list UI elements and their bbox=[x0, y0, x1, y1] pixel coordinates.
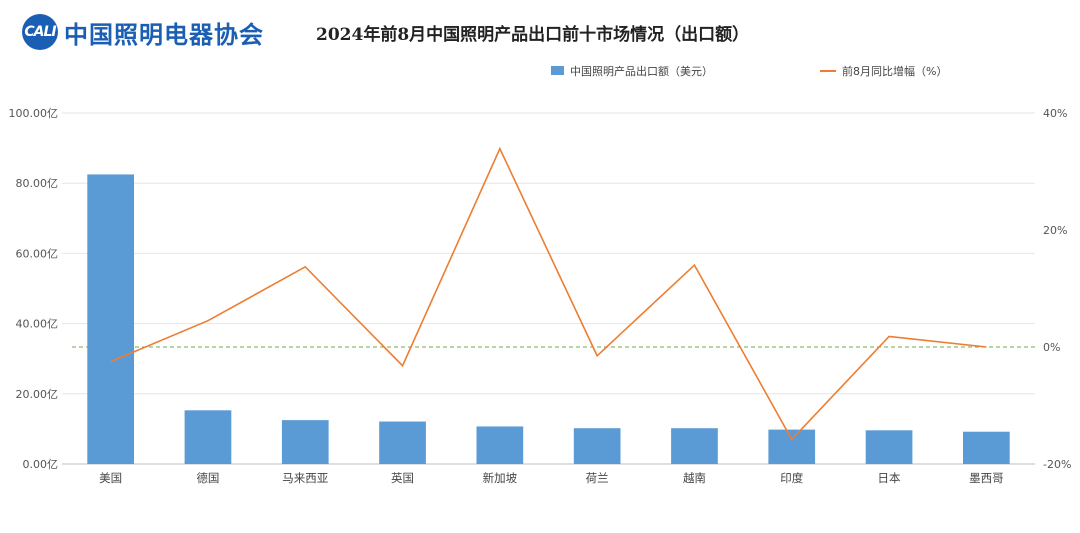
bar-英国 bbox=[379, 421, 426, 464]
legend-bar-swatch bbox=[551, 66, 564, 75]
bar-美国 bbox=[87, 174, 135, 465]
x-tick-label: 越南 bbox=[683, 471, 706, 485]
x-tick-label: 美国 bbox=[99, 471, 122, 485]
logo-mark: CALI bbox=[22, 14, 58, 50]
bar-日本 bbox=[865, 430, 913, 464]
x-tick-label: 日本 bbox=[878, 471, 901, 485]
y-right-tick-label: 0% bbox=[1043, 341, 1060, 354]
y-left-tick-label: 80.00亿 bbox=[16, 177, 59, 190]
y-left-tick-label: 100.00亿 bbox=[9, 107, 59, 120]
legend-bar-label: 中国照明产品出口额（美元） bbox=[570, 64, 713, 78]
y-left-tick-label: 20.00亿 bbox=[16, 388, 59, 401]
x-tick-label: 马来西亚 bbox=[282, 471, 328, 485]
bar-印度 bbox=[768, 429, 816, 464]
y-right-tick-label: -20% bbox=[1043, 458, 1071, 471]
logo-text: 中国照明电器协会 bbox=[64, 19, 264, 49]
x-tick-label: 英国 bbox=[391, 471, 414, 485]
y-right-tick-label: 20% bbox=[1043, 224, 1067, 237]
logo: CALI 中国照明电器协会 bbox=[22, 12, 272, 52]
bar-越南 bbox=[671, 428, 718, 464]
x-tick-label: 德国 bbox=[196, 471, 219, 485]
y-right-tick-label: 40% bbox=[1043, 107, 1067, 120]
chart-title: 2024年前8月中国照明产品出口前十市场情况（出口额） bbox=[316, 25, 750, 45]
bar-墨西哥 bbox=[962, 431, 1010, 464]
x-tick-label: 墨西哥 bbox=[969, 471, 1004, 485]
bar-新加坡 bbox=[476, 426, 524, 464]
bar-马来西亚 bbox=[281, 420, 329, 464]
x-tick-label: 荷兰 bbox=[586, 471, 609, 485]
y-left-tick-label: 0.00亿 bbox=[23, 458, 59, 471]
y-left-tick-label: 60.00亿 bbox=[16, 247, 59, 260]
x-tick-label: 印度 bbox=[780, 471, 803, 485]
x-tick-label: 新加坡 bbox=[483, 471, 518, 485]
y-left-tick-label: 40.00亿 bbox=[16, 318, 59, 331]
bar-荷兰 bbox=[573, 428, 621, 464]
bar-德国 bbox=[184, 410, 232, 464]
growth-line bbox=[110, 146, 987, 441]
legend-line-label: 前8月同比增幅（%） bbox=[842, 64, 947, 78]
